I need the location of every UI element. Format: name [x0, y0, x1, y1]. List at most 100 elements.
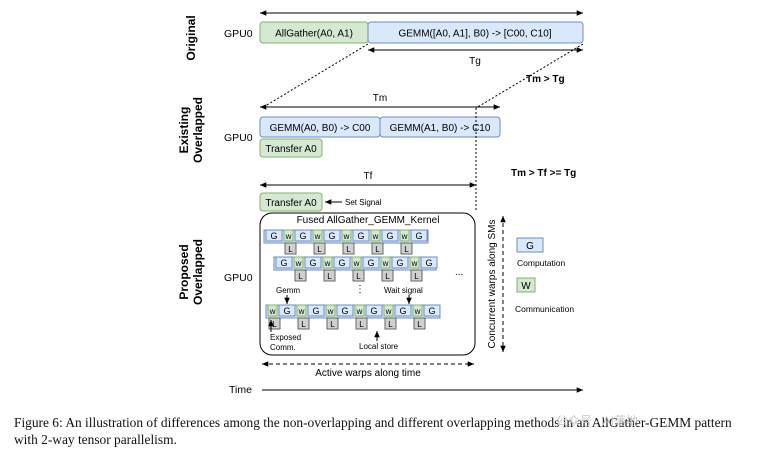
local-store-block-box — [294, 269, 307, 282]
local-store-block-box — [371, 242, 384, 255]
comm-block-label: w — [327, 307, 334, 316]
local-store-block-label: L — [327, 272, 332, 281]
comm-block-box — [312, 229, 323, 242]
local-store-block-box — [352, 269, 365, 282]
gemm-block-box — [394, 304, 412, 317]
comm-block-box — [325, 304, 336, 317]
existing-gemm2-box — [379, 116, 501, 138]
gemm-block-label: G — [338, 258, 345, 268]
gemm-block-box — [420, 256, 438, 269]
row-label-existing-1: Existing — [177, 107, 191, 154]
existing-gemm2-label: GEMM(A1, B0) -> C10 — [390, 123, 491, 134]
local-store-block-box — [284, 242, 297, 255]
gemm-block-box — [410, 229, 428, 242]
dotted-connector-right — [475, 43, 584, 109]
comm-block-box — [267, 304, 278, 317]
gemm-block-box — [333, 256, 351, 269]
tm-gt-tg-label: Tm > Tg — [526, 74, 565, 85]
local-store-block-label: L — [346, 245, 351, 254]
comm-block-label: w — [414, 307, 421, 316]
comm-block-box — [399, 229, 410, 242]
local-store-block-label: L — [375, 245, 380, 254]
local-store-block-box — [297, 317, 310, 330]
comm-block-label: w — [385, 307, 392, 316]
gemm-block-label: G — [328, 231, 335, 241]
gemm-block-label: G — [270, 231, 277, 241]
gemm-block-label: G — [396, 258, 403, 268]
comm-block-box — [380, 256, 391, 269]
gemm-block-box — [352, 229, 370, 242]
gemm-block-box — [304, 256, 322, 269]
original-gemm-box — [367, 21, 584, 44]
local-store-note: Local store — [359, 342, 399, 351]
comm-block-box — [383, 304, 394, 317]
gemm-block-box — [275, 256, 293, 269]
figure-diagram: Original Existing Overlapped Proposed Ov… — [177, 10, 584, 396]
original-gemm-label: GEMM([A0, A1], B0) -> [C00, C10] — [398, 29, 551, 40]
row-label-proposed-2: Overlapped — [191, 239, 205, 305]
local-store-block-box — [342, 242, 355, 255]
local-store-block-label: L — [404, 245, 409, 254]
comm-block-label: w — [372, 232, 379, 241]
gemm-block-box — [336, 304, 354, 317]
comm-block-box — [370, 229, 381, 242]
comm-block-label: w — [382, 259, 389, 268]
legend-computation-swatch — [516, 237, 544, 253]
warp-row-3-blocks: wLG wLG wLG wLG wLG wLG — [267, 304, 441, 330]
tf-label: Tf — [364, 171, 373, 182]
local-store-block-box — [381, 269, 394, 282]
comm-block-label: w — [356, 307, 363, 316]
legend-communication-swatch — [516, 277, 536, 293]
comm-block-label: w — [401, 232, 408, 241]
gemm-block-label: G — [357, 231, 364, 241]
fused-kernel-title: Fused AllGather_GEMM_Kernel — [297, 215, 440, 226]
gemm-block-label: G — [428, 306, 435, 316]
set-signal-label: Set Signal — [345, 198, 382, 207]
wait-signal-note: Wait signal — [384, 286, 423, 295]
comm-block-label: w — [324, 259, 331, 268]
tg-label: Tg — [469, 56, 481, 67]
tm-gt-tf-ge-tg-label: Tm > Tf >= Tg — [511, 168, 576, 179]
gpu-label-proposed: GPU0 — [224, 272, 253, 284]
gemm-block-label: G — [341, 306, 348, 316]
local-store-block-box — [326, 317, 339, 330]
gemm-block-box — [391, 256, 409, 269]
legend-communication-letter: W — [521, 281, 531, 292]
figure-caption: Figure 6: An illustration of differences… — [14, 415, 732, 447]
comm-block-box — [341, 229, 352, 242]
fused-kernel-frame — [259, 212, 476, 356]
gemm-block-box — [323, 229, 341, 242]
local-store-block-label: L — [359, 320, 364, 329]
local-store-block-label: L — [298, 272, 303, 281]
local-store-block-label: L — [356, 272, 361, 281]
comm-block-box — [322, 256, 333, 269]
gpu-label-original: GPU0 — [224, 28, 253, 40]
warp-row-3: wLG wLG wLG wLG wLG wLG — [265, 304, 441, 330]
legend-computation-label: Computation — [517, 258, 565, 268]
gemm-block-box — [265, 229, 283, 242]
comm-block-label: w — [353, 259, 360, 268]
local-store-block-label: L — [330, 320, 335, 329]
gemm-block-box — [362, 256, 380, 269]
original-allgather-label: AllGather(A0, A1) — [275, 29, 353, 40]
gemm-block-label: G — [386, 231, 393, 241]
row-label-proposed-1: Proposed — [177, 244, 191, 299]
local-store-block-box — [313, 242, 326, 255]
gemm-block-label: G — [415, 231, 422, 241]
existing-transfer-box — [259, 138, 323, 158]
gemm-block-label: G — [425, 258, 432, 268]
gemm-block-label: G — [283, 306, 290, 316]
warp-ellipsis: ... — [455, 267, 463, 278]
comm-block-box — [296, 304, 307, 317]
gemm-block-label: G — [309, 258, 316, 268]
gemm-note: Gemm — [276, 286, 300, 295]
gemm-block-box — [307, 304, 325, 317]
gemm-block-label: G — [399, 306, 406, 316]
local-store-block-label: L — [288, 245, 293, 254]
gemm-block-label: G — [280, 258, 287, 268]
local-store-block-box — [413, 317, 426, 330]
local-store-block-box — [410, 269, 423, 282]
